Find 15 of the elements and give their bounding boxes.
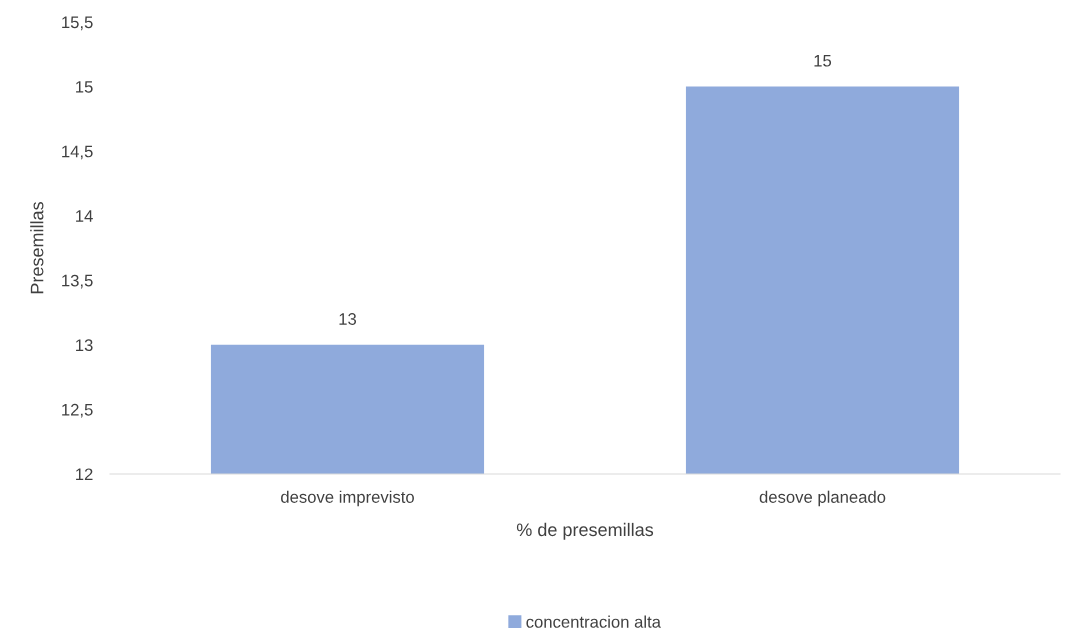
y-tick-label: 12,5: [62, 403, 93, 418]
y-axis-title: Presemillas: [30, 202, 44, 294]
y-tick-label: 15,5: [62, 16, 93, 31]
x-tick-label: desove planeado: [759, 490, 886, 507]
y-tick-label: 13: [76, 339, 93, 352]
y-tick-label: 12: [76, 468, 93, 481]
y-tick-label: 14: [76, 210, 93, 222]
legend-label: concentracion alta: [526, 615, 661, 628]
x-tick-label: desove imprevisto: [281, 490, 414, 507]
y-tick-label: 15: [76, 81, 93, 93]
y-tick-label: 13,5: [62, 274, 93, 289]
data-label: 15: [814, 54, 832, 67]
data-label: 13: [339, 313, 357, 325]
y-tick-label: 14,5: [62, 145, 93, 160]
x-axis-title: % de presemillas: [516, 522, 654, 540]
